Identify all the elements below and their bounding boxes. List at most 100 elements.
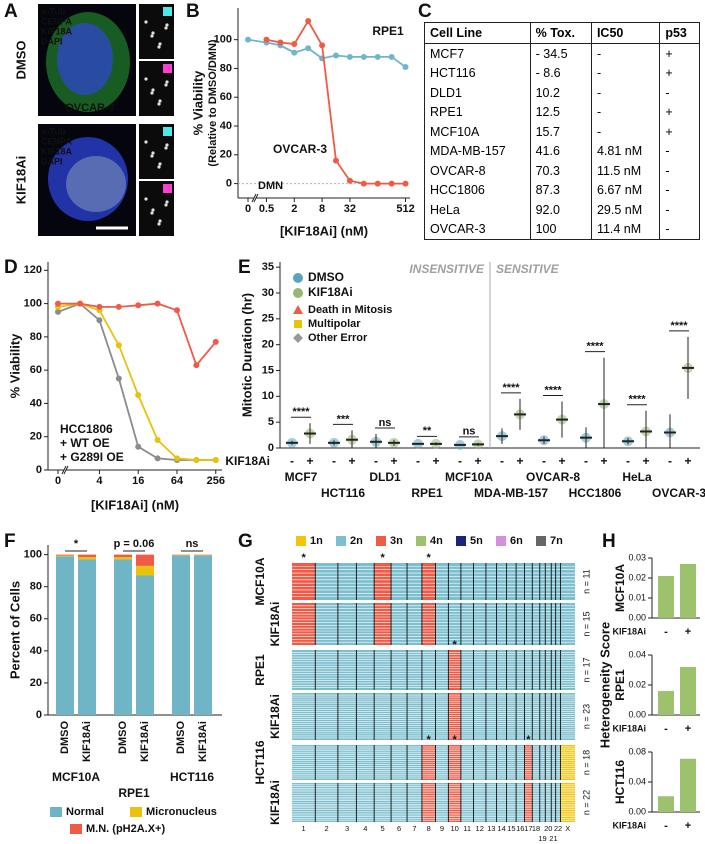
- table-row: OVCAR-3 100 11.4 nM -: [424, 219, 700, 240]
- data-point: [115, 303, 122, 310]
- data-point: [346, 53, 353, 60]
- treatment-level: -: [500, 454, 504, 468]
- legend-label: Death in Mitosis: [308, 304, 392, 316]
- y-tick-label: 0.02: [628, 679, 646, 689]
- panel-letter: A: [4, 1, 18, 22]
- gain-marker: *: [427, 552, 432, 564]
- gain-region: [448, 693, 461, 740]
- category-label: HeLa: [622, 470, 652, 484]
- treatment-level: -: [542, 454, 546, 468]
- cell-signal: [66, 156, 126, 212]
- chromosome-label: 10: [450, 824, 458, 833]
- table-cell: RPE1: [424, 102, 531, 122]
- data-point: [96, 317, 103, 324]
- bar: [658, 796, 674, 812]
- series-label: OVCAR-3: [273, 142, 327, 156]
- x-tick-label: +: [685, 626, 691, 638]
- table-cell: 6.67 nM: [590, 180, 660, 200]
- data-point: [333, 157, 339, 164]
- table-cell: - 34.5: [529, 43, 592, 64]
- table-cell: -: [659, 180, 700, 200]
- y-tick-label: 0.00: [628, 612, 646, 622]
- table-cell: -: [659, 219, 700, 240]
- table-row: MCF7- 34.5- +: [424, 43, 700, 64]
- chromosome-label: 1: [302, 824, 306, 833]
- data-point: [305, 17, 312, 24]
- gain-marker: *: [452, 639, 457, 651]
- data-point: [374, 180, 381, 187]
- signal-dot: [150, 211, 154, 215]
- panel-letter: F: [4, 531, 16, 552]
- data-point: [346, 177, 353, 184]
- chromosome-label: 18: [532, 824, 540, 833]
- y-tick-label: 0: [226, 178, 232, 190]
- x-tick-label: 2: [291, 203, 297, 215]
- x-tick-label: -: [664, 723, 668, 735]
- chromosome-label: 22: [554, 824, 562, 833]
- y-tick-label: 0: [268, 442, 274, 454]
- significance-label: ****: [670, 320, 688, 332]
- legend-swatch: [130, 807, 142, 817]
- legend-label: 6n: [510, 535, 523, 547]
- data-point: [154, 455, 161, 462]
- y-tick-label: 10: [262, 390, 274, 402]
- bar: [658, 576, 674, 618]
- n-label: n = 11: [581, 569, 591, 594]
- chromosome-label: 6: [397, 824, 401, 833]
- sample-label: HCT116: [253, 740, 267, 784]
- significance-label: ****: [292, 406, 310, 418]
- signal-dot: [164, 83, 168, 87]
- legend-label: 3n: [390, 535, 403, 547]
- signal-dot: [151, 31, 155, 35]
- y-tick-label: 30: [262, 287, 274, 299]
- x-tick-label: 0: [55, 475, 61, 487]
- x-tick-label: -: [664, 820, 668, 832]
- y-tick-label: 0.04: [628, 649, 646, 659]
- channel-swatch: [163, 184, 172, 193]
- table-row: RPE1 12.5- +: [424, 102, 700, 122]
- chart-label: HCT116: [613, 760, 627, 804]
- y-tick-label: 100: [24, 298, 42, 310]
- x-axis-title: KIF18Ai: [612, 723, 646, 733]
- data-point: [245, 36, 251, 43]
- data-point: [212, 457, 219, 464]
- data-point: [263, 36, 270, 43]
- panel-letter: G: [238, 531, 253, 552]
- data-point: [402, 64, 409, 71]
- axis-break: [61, 465, 69, 475]
- table-cell: MCF7: [424, 43, 531, 64]
- legend-swatch: [496, 536, 506, 546]
- data-point: [333, 52, 339, 59]
- y-tick-label: 40: [30, 645, 42, 657]
- group-label: MCF10A: [52, 770, 100, 784]
- chart-label: MCF10A: [613, 564, 627, 612]
- treatment-level: -: [374, 454, 378, 468]
- table-cell: -: [590, 43, 660, 64]
- table-cell: -: [590, 102, 660, 122]
- x-axis-title: KIF18Ai: [612, 820, 646, 830]
- gain-region: [292, 563, 316, 600]
- y-axis-title: % Viability: [7, 333, 22, 399]
- chromosome-label: 19: [538, 834, 546, 843]
- legend-marker: [293, 273, 303, 283]
- table-cell: MCF10A: [424, 122, 531, 142]
- stain-label: CENPA: [41, 136, 72, 146]
- y-tick-label: 60: [220, 91, 232, 103]
- data-point: [135, 302, 142, 309]
- table-cell: - 8.6: [529, 63, 592, 83]
- data-point: [135, 392, 142, 399]
- signal-dot: [164, 26, 168, 30]
- y-tick-label: 15: [262, 364, 274, 376]
- table-cell: 87.3: [529, 180, 592, 200]
- legend-label: + WT OE: [60, 436, 110, 450]
- series-line: [58, 302, 217, 367]
- data-point: [388, 53, 395, 60]
- bar-segment: [56, 556, 74, 715]
- signal-dot: [151, 208, 155, 212]
- table-cell: HeLa: [424, 200, 531, 220]
- data-point: [277, 39, 284, 46]
- signal-dot: [144, 140, 148, 144]
- bar: [680, 564, 696, 618]
